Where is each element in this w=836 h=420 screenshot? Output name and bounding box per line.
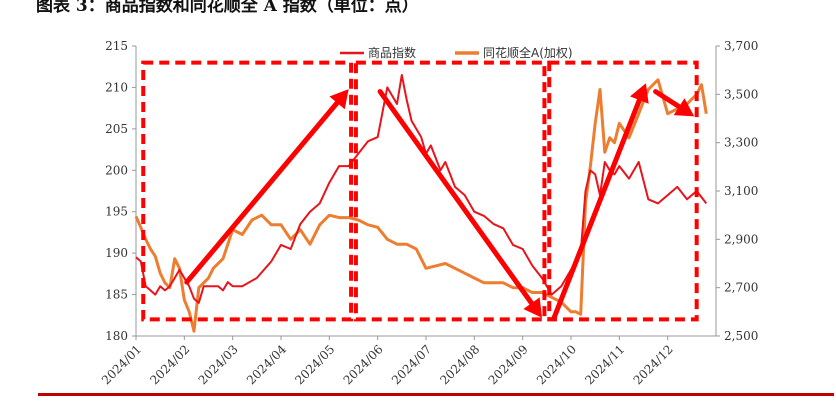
x-tick-label: 2024/03 xyxy=(196,342,241,387)
x-tick-label: 2024/10 xyxy=(534,342,579,387)
arrow-shaft xyxy=(653,89,682,110)
y-right-tick-label: 2,700 xyxy=(724,281,758,295)
y-right-tick-label: 3,500 xyxy=(724,87,758,101)
x-tick-label: 2024/12 xyxy=(631,342,676,387)
y-left-tick-label: 205 xyxy=(105,122,128,136)
y-left-tick-label: 190 xyxy=(105,246,128,260)
x-tick-label: 2024/04 xyxy=(244,342,289,387)
legend-item: 商品指数 xyxy=(340,45,416,60)
arrow-down-short xyxy=(653,89,695,117)
arrow-head xyxy=(673,98,695,117)
arrow-down xyxy=(377,89,542,318)
bottom-rule xyxy=(38,393,834,396)
legend-label: 商品指数 xyxy=(368,45,416,60)
annotation-box-3 xyxy=(547,60,699,322)
series-lines xyxy=(134,74,708,333)
x-tick-label: 2024/08 xyxy=(437,342,482,387)
arrow-head xyxy=(630,83,649,104)
y-left-tick-label: 185 xyxy=(105,288,128,302)
legend-label: 同花顺全A(加权) xyxy=(483,45,573,60)
x-tick-label: 2024/06 xyxy=(341,342,386,387)
y-left-tick-label: 215 xyxy=(105,39,128,53)
annotation-box-1 xyxy=(141,60,354,322)
x-tick-label: 2024/07 xyxy=(389,342,434,387)
legend-item: 同花顺全A(加权) xyxy=(455,45,573,60)
arrow-head xyxy=(523,297,542,318)
chart-title: 图表 3：商品指数和同花顺全 A 指数（单位：点） xyxy=(36,0,419,16)
x-tick-label: 2024/11 xyxy=(582,342,627,387)
y-left-tick-label: 200 xyxy=(105,163,128,177)
x-tick-label: 2024/01 xyxy=(99,342,144,387)
arrow-head xyxy=(329,89,349,110)
x-tick-label: 2024/09 xyxy=(486,342,531,387)
arrow-up-2 xyxy=(551,83,649,321)
y-right-tick-label: 2,500 xyxy=(724,329,758,343)
y-right-tick-label: 3,100 xyxy=(724,184,758,198)
y-left-tick-label: 210 xyxy=(105,80,128,94)
commodity-index-line xyxy=(135,74,708,304)
annotations xyxy=(141,60,699,322)
y-left-tick-label: 180 xyxy=(105,329,128,343)
arrow-shaft xyxy=(184,100,340,285)
y-right-tick-label: 3,700 xyxy=(724,39,758,53)
arrow-up-1 xyxy=(184,89,349,285)
tonghuashun-all-a-line xyxy=(134,78,708,333)
y-right-tick-label: 3,300 xyxy=(724,136,758,150)
x-tick-label: 2024/02 xyxy=(147,342,192,387)
y-left-tick-label: 195 xyxy=(105,205,128,219)
x-tick-label: 2024/05 xyxy=(292,342,337,387)
arrow-shaft xyxy=(551,97,642,321)
y-right-tick-label: 2,900 xyxy=(724,232,758,246)
arrow-shaft xyxy=(377,89,535,306)
legend: 商品指数 同花顺全A(加权) xyxy=(340,45,573,60)
